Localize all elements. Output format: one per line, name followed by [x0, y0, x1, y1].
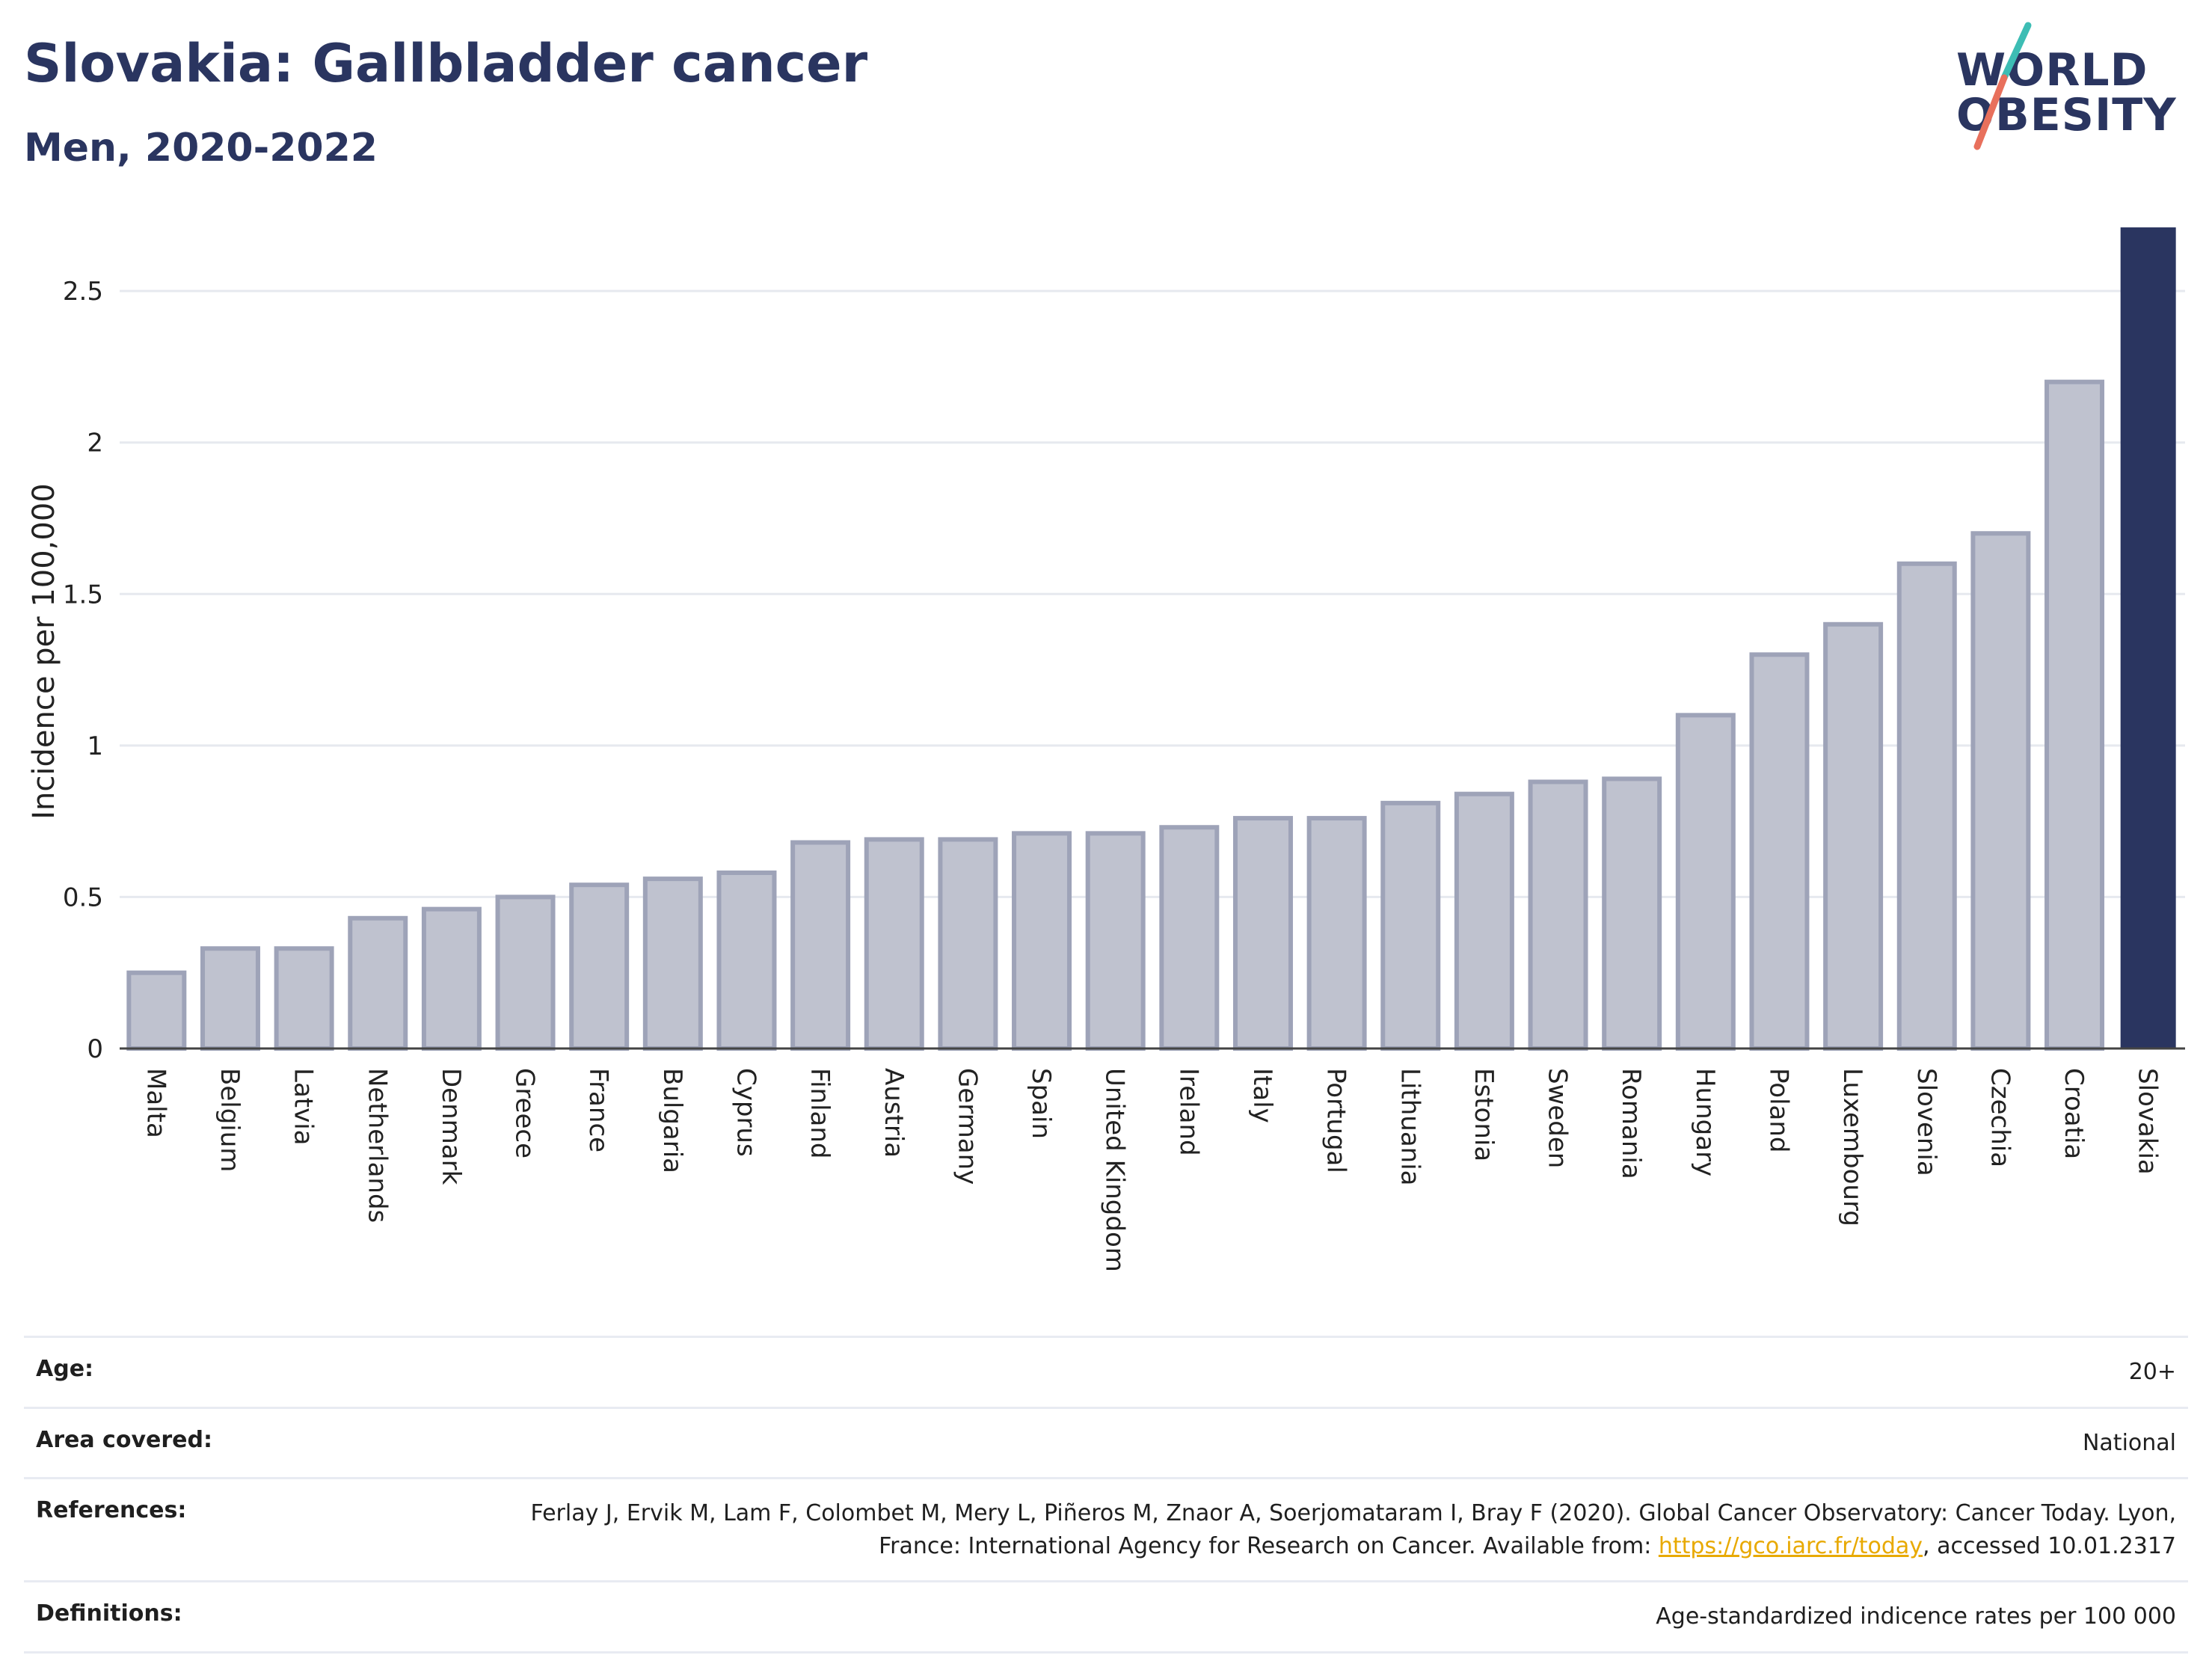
- x-tick-label: Italy: [1247, 1068, 1277, 1123]
- references-link[interactable]: https://gco.iarc.fr/today: [1658, 1532, 1923, 1559]
- info-row-age: Age: 20+: [24, 1336, 2188, 1407]
- bar: [421, 906, 482, 1051]
- x-tick-label: Luxembourg: [1837, 1068, 1867, 1226]
- bar: [1675, 713, 1736, 1051]
- x-tick-label: Germany: [952, 1068, 982, 1185]
- info-table: Age: 20+ Area covered: National Referenc…: [24, 1336, 2188, 1654]
- bar-chart: 0 0.5 1 1.5 2 2.5 Malta Belgium Latvia Netherland…: [27, 227, 2185, 1272]
- info-row-definitions: Definitions: Age-standardized indicence …: [24, 1580, 2188, 1654]
- definitions-label: Definitions:: [36, 1600, 182, 1627]
- bar: [1602, 776, 1662, 1051]
- bar: [348, 915, 408, 1051]
- area-label: Area covered:: [36, 1426, 212, 1453]
- x-tick-label: Sweden: [1543, 1068, 1573, 1168]
- x-tick-label: Belgium: [215, 1068, 245, 1172]
- chart-title: Slovakia: Gallbladder cancer: [24, 33, 868, 94]
- bar: [1306, 816, 1367, 1051]
- x-tick-label: Ireland: [1173, 1068, 1203, 1156]
- x-tick-label: Spain: [1026, 1068, 1056, 1139]
- bar: [569, 882, 630, 1051]
- info-row-references: References: Ferlay J, Ervik M, Lam F, Co…: [24, 1477, 2188, 1580]
- bar: [642, 876, 703, 1051]
- logo-slash-icon: [1973, 22, 2032, 150]
- bar: [2120, 227, 2176, 1048]
- world-obesity-logo: WORLD OBESITY: [1944, 18, 2199, 168]
- bar: [274, 946, 334, 1051]
- age-label: Age:: [36, 1356, 94, 1382]
- bar: [495, 894, 556, 1051]
- x-tick-label: Bulgaria: [657, 1068, 687, 1173]
- x-tick-label: United Kingdom: [1100, 1068, 1130, 1272]
- axes: 0 0.5 1 1.5 2 2.5 Malta Belgium Latvia Netherland…: [63, 277, 2185, 1272]
- x-tick-label: Czechia: [1985, 1068, 2015, 1167]
- logo-line1: WORLD: [1956, 44, 2148, 96]
- y-tick-label: 2: [87, 429, 103, 458]
- y-axis-title: Incidence per 100,000: [27, 483, 61, 820]
- bar: [1896, 561, 1957, 1051]
- x-tick-label: Croatia: [2059, 1068, 2089, 1159]
- bar: [864, 837, 924, 1051]
- bar: [1528, 779, 1588, 1051]
- x-tick-label: Cyprus: [731, 1068, 761, 1157]
- bar: [1454, 791, 1514, 1051]
- y-tick-label: 1.5: [63, 580, 103, 610]
- bar: [1232, 816, 1293, 1051]
- y-tick-label: 0: [87, 1034, 103, 1064]
- x-tick-label: Latvia: [289, 1068, 319, 1146]
- x-tick-label: Hungary: [1690, 1068, 1720, 1176]
- chart-subtitle: Men, 2020-2022: [24, 126, 378, 171]
- bar: [1749, 652, 1810, 1051]
- x-tick-label: France: [583, 1068, 613, 1152]
- x-tick-label: Malta: [141, 1068, 170, 1138]
- x-tick-label: Romania: [1616, 1068, 1646, 1179]
- info-row-area: Area covered: National: [24, 1406, 2188, 1478]
- references-text: Ferlay J, Ervik M, Lam F, Colombet M, Me…: [530, 1500, 2176, 1559]
- bar: [126, 970, 187, 1051]
- bar: [938, 837, 998, 1051]
- bar: [790, 840, 851, 1051]
- bar: [1970, 531, 2031, 1051]
- x-tick-label: Greece: [510, 1068, 540, 1158]
- age-value: 20+: [2128, 1359, 2176, 1385]
- references-accessed: , accessed 10.01.2317: [1923, 1532, 2176, 1559]
- area-value: National: [2082, 1429, 2176, 1456]
- references-value: Ferlay J, Ervik M, Lam F, Colombet M, Me…: [456, 1497, 2176, 1562]
- x-tick-label: Portugal: [1321, 1068, 1351, 1173]
- y-tick-label: 2.5: [63, 277, 103, 307]
- bar: [2044, 379, 2105, 1051]
- x-tick-label: Austria: [879, 1068, 909, 1158]
- bar: [1085, 831, 1146, 1051]
- x-tick-label: Lithuania: [1395, 1068, 1425, 1185]
- x-tick-label: Netherlands: [362, 1068, 392, 1223]
- x-tick-label: Poland: [1763, 1068, 1793, 1153]
- bar: [1159, 825, 1220, 1051]
- bar: [200, 946, 260, 1051]
- references-label: References:: [36, 1497, 187, 1523]
- definitions-value: Age-standardized indicence rates per 100…: [1656, 1603, 2176, 1630]
- x-tick-label: Finland: [805, 1068, 835, 1159]
- x-tick-label: Slovakia: [2133, 1068, 2163, 1175]
- y-tick-label: 1: [87, 731, 103, 761]
- x-tick-label: Estonia: [1469, 1068, 1499, 1161]
- bar: [1380, 800, 1441, 1051]
- y-tick-label: 0.5: [63, 882, 103, 912]
- bars: [126, 227, 2176, 1051]
- x-tick-label: Denmark: [436, 1068, 466, 1185]
- x-tick-label: Slovenia: [1911, 1068, 1941, 1176]
- bar: [1823, 621, 1884, 1051]
- bar: [716, 871, 777, 1051]
- bar: [1012, 831, 1072, 1051]
